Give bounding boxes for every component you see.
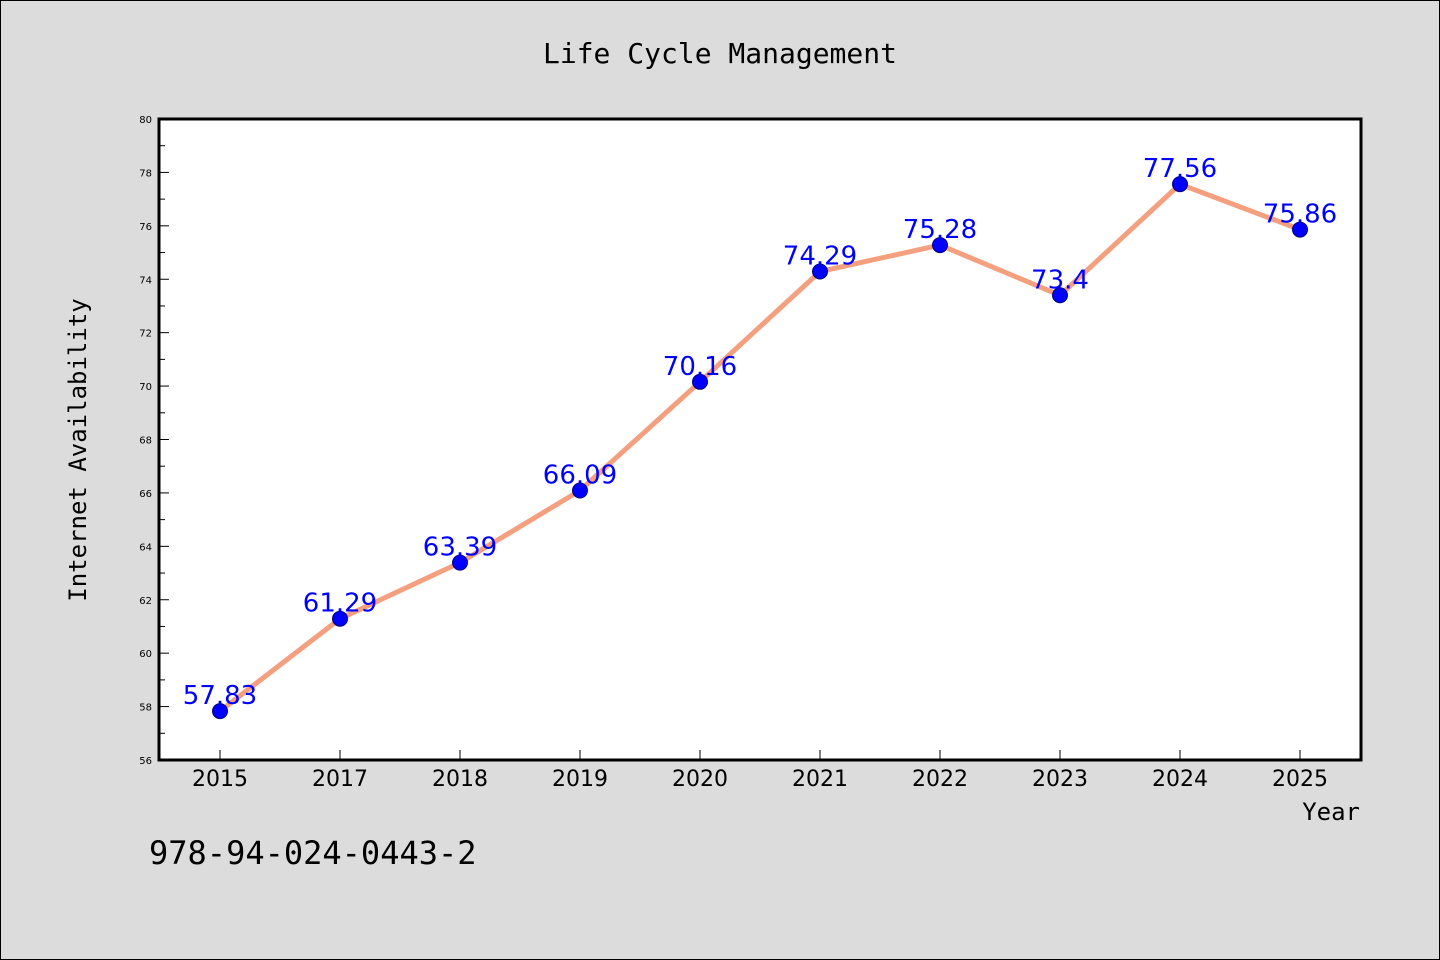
y-axis: 56 58 60 62 64 66 68 70 72 74 76 78 80 xyxy=(139,115,169,767)
data-point xyxy=(1172,176,1188,193)
series-line xyxy=(217,181,1303,714)
data-label: 75.86 xyxy=(1263,200,1337,230)
data-point xyxy=(692,373,708,390)
chart-title: Life Cycle Management xyxy=(543,37,897,70)
data-label: 63.39 xyxy=(423,533,497,563)
x-axis: 2015 2017 2018 2019 2020 2021 2022 2023 2024 2025 xyxy=(192,750,1328,792)
data-label: 61.29 xyxy=(303,589,377,619)
data-point xyxy=(212,703,228,720)
data-point xyxy=(572,482,588,499)
y-tick-label: 74 xyxy=(139,275,152,286)
data-label: 73.4 xyxy=(1031,265,1089,295)
data-label: 77.56 xyxy=(1143,154,1217,184)
data-label: 75.28 xyxy=(903,215,977,245)
data-label: 74.29 xyxy=(783,242,857,272)
x-tick-label: 2022 xyxy=(912,767,968,792)
y-tick-label: 62 xyxy=(139,596,152,607)
y-tick-label: 60 xyxy=(139,649,152,660)
y-tick-label: 58 xyxy=(139,703,152,714)
plot-area xyxy=(157,117,1363,762)
y-tick-label: 72 xyxy=(139,329,152,340)
y-tick-label: 56 xyxy=(139,756,152,767)
data-labels: 57.83 61.29 63.39 66.09 70.16 74.29 75.28 73.4 7… xyxy=(183,154,1337,711)
data-point xyxy=(332,610,348,627)
y-tick-label: 66 xyxy=(139,489,152,500)
data-label: 57.83 xyxy=(183,681,257,711)
data-point xyxy=(812,263,828,280)
annotation-text: 978-94-024-0443-2 xyxy=(149,834,477,872)
y-tick-label: 76 xyxy=(139,222,152,233)
y-tick-label: 64 xyxy=(139,542,152,553)
data-point xyxy=(1292,221,1308,238)
x-tick-label: 2015 xyxy=(192,767,248,792)
series-markers xyxy=(212,176,1308,720)
x-tick-label: 2025 xyxy=(1272,767,1328,792)
x-tick-label: 2023 xyxy=(1032,767,1088,792)
data-label: 66.09 xyxy=(543,461,617,491)
x-tick-label: 2024 xyxy=(1152,767,1208,792)
y-tick-label: 80 xyxy=(139,115,152,126)
x-tick-label: 2020 xyxy=(672,767,728,792)
data-point xyxy=(452,554,468,571)
data-point xyxy=(932,237,948,254)
y-tick-label: 78 xyxy=(139,168,152,179)
x-tick-label: 2019 xyxy=(552,767,608,792)
x-tick-label: 2021 xyxy=(792,767,848,792)
y-tick-label: 68 xyxy=(139,436,152,447)
x-axis-label: Year xyxy=(1302,798,1360,826)
y-axis-label: Internet Availability xyxy=(64,298,92,601)
data-label: 70.16 xyxy=(663,352,737,382)
x-tick-label: 2017 xyxy=(312,767,368,792)
data-point xyxy=(1052,287,1068,304)
y-tick-label: 70 xyxy=(139,382,152,393)
x-tick-label: 2018 xyxy=(432,767,488,792)
